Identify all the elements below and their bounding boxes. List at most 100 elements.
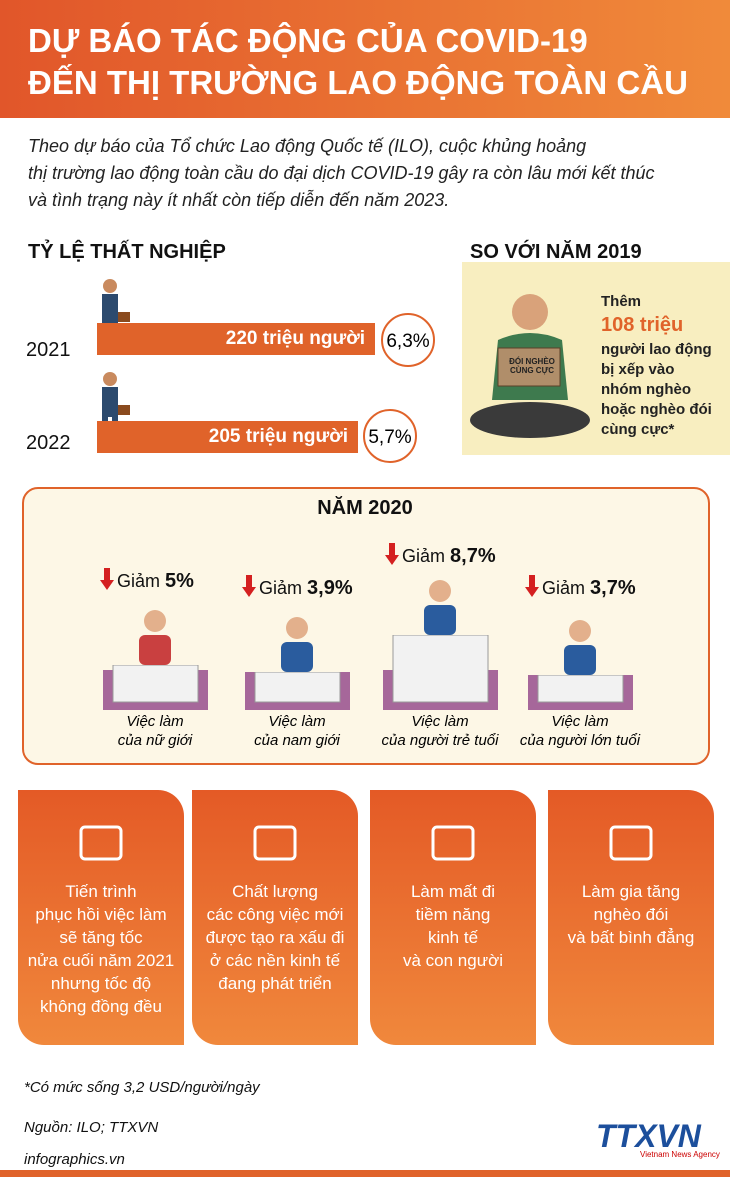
impact-text: đang phát triển (218, 974, 332, 993)
impact-text: không đồng đều (40, 997, 162, 1016)
section-title: TỶ LỆ THẤT NGHIỆP (28, 241, 226, 263)
footnote: *Có mức sống 3,2 USD/người/ngày (24, 1079, 260, 1096)
caption: Việc làm (268, 713, 326, 730)
logo: TTXVN (596, 1118, 701, 1154)
text: bị xếp vào (601, 361, 675, 378)
down-arrow (242, 575, 256, 602)
impact-text: kinh tế (427, 928, 479, 947)
caption: của nữ giới (117, 732, 193, 749)
change-label: Giảm (259, 578, 308, 598)
intro: Theo dự báo của Tổ chức Lao động Quốc tế… (28, 136, 587, 156)
footer-bar (0, 1170, 730, 1177)
impact-icon (431, 825, 475, 861)
poor-illustration (470, 294, 590, 438)
caption: Việc làm (126, 713, 184, 730)
bar: 220 triệu người (97, 323, 375, 355)
year: 2022 (26, 432, 71, 454)
change: Giảm 3,9% (259, 577, 353, 600)
impact-card (18, 790, 184, 1045)
sign: ĐÓI NGHÈO CÙNG CỰC (509, 357, 555, 375)
title: ĐẾN THỊ TRƯỜNG LAO ĐỘNG TOÀN CẦU (28, 64, 688, 101)
change-label: Giảm (542, 578, 591, 598)
section-title: SO VỚI NĂM 2019 (470, 241, 642, 263)
papers (102, 664, 208, 710)
papers (244, 670, 350, 710)
down-arrow (100, 568, 114, 595)
impact-text: nhưng tốc độ (50, 974, 152, 993)
arrow-icon (525, 575, 539, 597)
person (277, 614, 317, 677)
papers (382, 634, 498, 710)
text: người lao động (601, 341, 712, 358)
year-2020-box (22, 487, 710, 765)
year: 2021 (26, 339, 71, 361)
impact-text: các công việc mới (206, 905, 344, 924)
icon (606, 815, 656, 870)
change-label: Giảm (402, 546, 451, 566)
impact-card (192, 790, 358, 1045)
icon (76, 815, 126, 870)
bar: 205 triệu người (97, 421, 358, 453)
arrow-icon (385, 543, 399, 565)
papers (527, 670, 633, 710)
logo-sub: Vietnam News Agency (640, 1150, 720, 1159)
title: DỰ BÁO TÁC ĐỘNG CỦA COVID-19 (28, 22, 588, 59)
change-value: 5% (165, 570, 194, 592)
impact-text: Làm mất đi (410, 882, 496, 901)
impact-icon (79, 825, 123, 861)
impact-text: được tạo ra xấu đi (205, 928, 345, 947)
impact-text: sẽ tăng tốc (59, 928, 143, 947)
source: Nguồn: ILO; TTXVN (24, 1119, 159, 1136)
change-label: Giảm (117, 571, 166, 591)
person-icon (564, 620, 596, 675)
rate: 5,7% (363, 409, 417, 463)
text: nhóm nghèo (601, 381, 691, 398)
person-icon (139, 610, 171, 665)
impact-text: nghèo đói (593, 905, 669, 924)
text: hoặc nghèo đói (601, 401, 712, 418)
caption: của người trẻ tuổi (381, 732, 499, 749)
impact-text: tiềm năng (415, 905, 491, 924)
impact-text: và con người (402, 951, 504, 970)
section-title: NĂM 2020 (317, 497, 413, 519)
change: Giảm 3,7% (542, 577, 636, 600)
intro: thị trường lao động toàn cầu do đại dịch… (28, 163, 655, 183)
person (560, 617, 600, 680)
impact-text: phục hồi việc làm (35, 905, 167, 924)
header (0, 0, 730, 118)
site: infographics.vn (24, 1151, 125, 1168)
impact-text: Chất lượng (232, 882, 318, 901)
icon (428, 815, 478, 870)
paper-stack (527, 670, 633, 715)
caption: Việc làm (551, 713, 609, 730)
person (420, 577, 460, 640)
impact-icon (609, 825, 653, 861)
impact-text: Tiến trình (65, 882, 137, 901)
icon (250, 815, 300, 870)
text: cùng cực* (601, 421, 675, 438)
person-icon (424, 580, 456, 635)
change-value: 8,7% (450, 545, 496, 567)
person (135, 607, 175, 670)
arrow-icon (100, 568, 114, 590)
impact-card (548, 790, 714, 1045)
caption: của nam giới (254, 732, 340, 749)
paper-stack (102, 664, 208, 715)
change-value: 3,9% (307, 577, 353, 599)
impact-text: Làm gia tăng (581, 882, 681, 901)
paper-stack (244, 670, 350, 715)
text: Thêm (601, 293, 642, 310)
impact-text: và bất bình đẳng (567, 928, 695, 947)
down-arrow (525, 575, 539, 602)
impact-text: nửa cuối năm 2021 (27, 951, 175, 970)
person-icon (281, 617, 313, 672)
rate: 6,3% (381, 313, 435, 367)
arrow-icon (242, 575, 256, 597)
change: Giảm 5% (117, 570, 194, 593)
impact-card (370, 790, 536, 1045)
change-value: 3,7% (590, 577, 636, 599)
intro: và tình trạng này ít nhất còn tiếp diễn … (28, 190, 450, 210)
paper-stack (382, 634, 498, 715)
caption: Việc làm (411, 713, 469, 730)
